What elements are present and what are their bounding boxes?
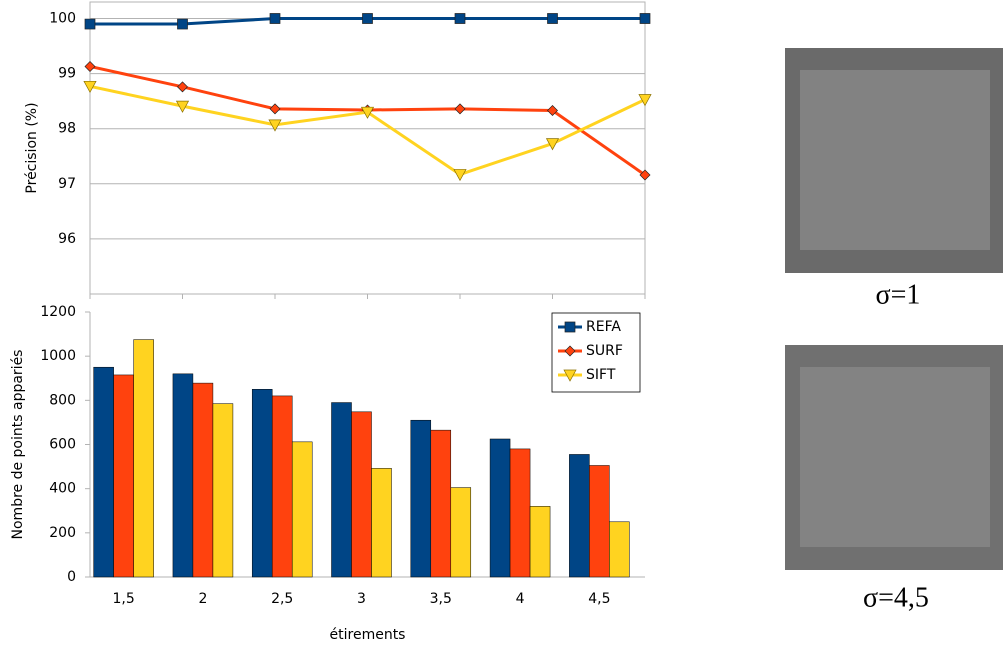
image-caption: σ=1 — [876, 279, 921, 310]
bar — [212, 403, 234, 578]
bar — [291, 441, 313, 578]
bar — [331, 402, 352, 578]
bar — [351, 411, 372, 578]
bar — [271, 395, 293, 578]
marker — [269, 13, 281, 24]
marker — [639, 169, 651, 181]
bar — [609, 521, 630, 578]
y-axis-label: Nombre de points appariés — [10, 350, 26, 540]
bar — [113, 374, 134, 578]
bar — [133, 339, 154, 578]
marker — [639, 13, 651, 24]
bar — [93, 366, 114, 578]
legend-label: SIFT — [586, 367, 616, 383]
bar — [529, 506, 551, 578]
y-axis-label: Précision (%) — [24, 102, 40, 193]
y-tick-label: 99 — [58, 66, 76, 82]
x-tick-label: 2,5 — [271, 591, 293, 607]
image-detail — [800, 367, 990, 547]
series-line — [89, 64, 646, 177]
bar — [489, 438, 511, 578]
marker — [638, 94, 652, 107]
bar — [569, 454, 590, 578]
marker — [84, 60, 96, 72]
image-caption: σ=4,5 — [863, 582, 929, 613]
y-tick-label: 800 — [49, 392, 76, 408]
y-tick-label: 96 — [58, 231, 76, 247]
bar — [450, 487, 472, 578]
x-tick-label: 1,5 — [113, 591, 135, 607]
marker — [547, 13, 558, 24]
y-tick-label: 98 — [58, 121, 76, 137]
marker — [360, 106, 375, 119]
y-tick-label: 0 — [67, 569, 76, 585]
x-tick-label: 4 — [516, 591, 525, 607]
bar — [172, 373, 194, 578]
x-axis-label: étirements — [330, 627, 406, 643]
y-tick-label: 200 — [49, 525, 76, 541]
y-tick-label: 600 — [49, 437, 76, 453]
marker — [547, 105, 558, 117]
bar — [509, 448, 531, 578]
x-tick-label: 2 — [198, 591, 207, 607]
marker — [84, 18, 96, 30]
bar — [371, 468, 392, 578]
x-tick-label: 3 — [357, 591, 366, 607]
image-detail — [800, 70, 990, 250]
y-tick-label: 1000 — [40, 348, 76, 364]
marker — [454, 103, 466, 115]
bar — [192, 382, 214, 578]
bar — [410, 419, 432, 578]
marker — [564, 345, 576, 357]
marker — [564, 321, 576, 333]
legend-label: REFA — [586, 319, 621, 335]
marker — [268, 119, 282, 132]
x-tick-label: 4,5 — [588, 591, 610, 607]
marker — [269, 103, 281, 115]
legend-label: SURF — [586, 343, 623, 359]
plot-border — [89, 1, 646, 295]
marker — [454, 13, 466, 24]
marker — [177, 18, 188, 30]
marker — [453, 169, 467, 182]
y-tick-label: 97 — [58, 176, 76, 192]
y-tick-label: 1200 — [40, 304, 76, 320]
y-tick-label: 400 — [49, 481, 76, 497]
bar — [589, 465, 610, 578]
bar — [251, 389, 273, 578]
x-tick-label: 3,5 — [430, 591, 452, 607]
series-line — [89, 84, 646, 177]
marker — [177, 81, 188, 93]
marker — [545, 138, 560, 151]
marker — [362, 13, 373, 24]
image-sigma-4-5 — [785, 345, 1003, 570]
bar — [430, 429, 452, 578]
marker — [175, 100, 190, 113]
marker — [83, 80, 97, 94]
marker — [563, 369, 577, 382]
y-tick-label: 100 — [49, 11, 76, 27]
